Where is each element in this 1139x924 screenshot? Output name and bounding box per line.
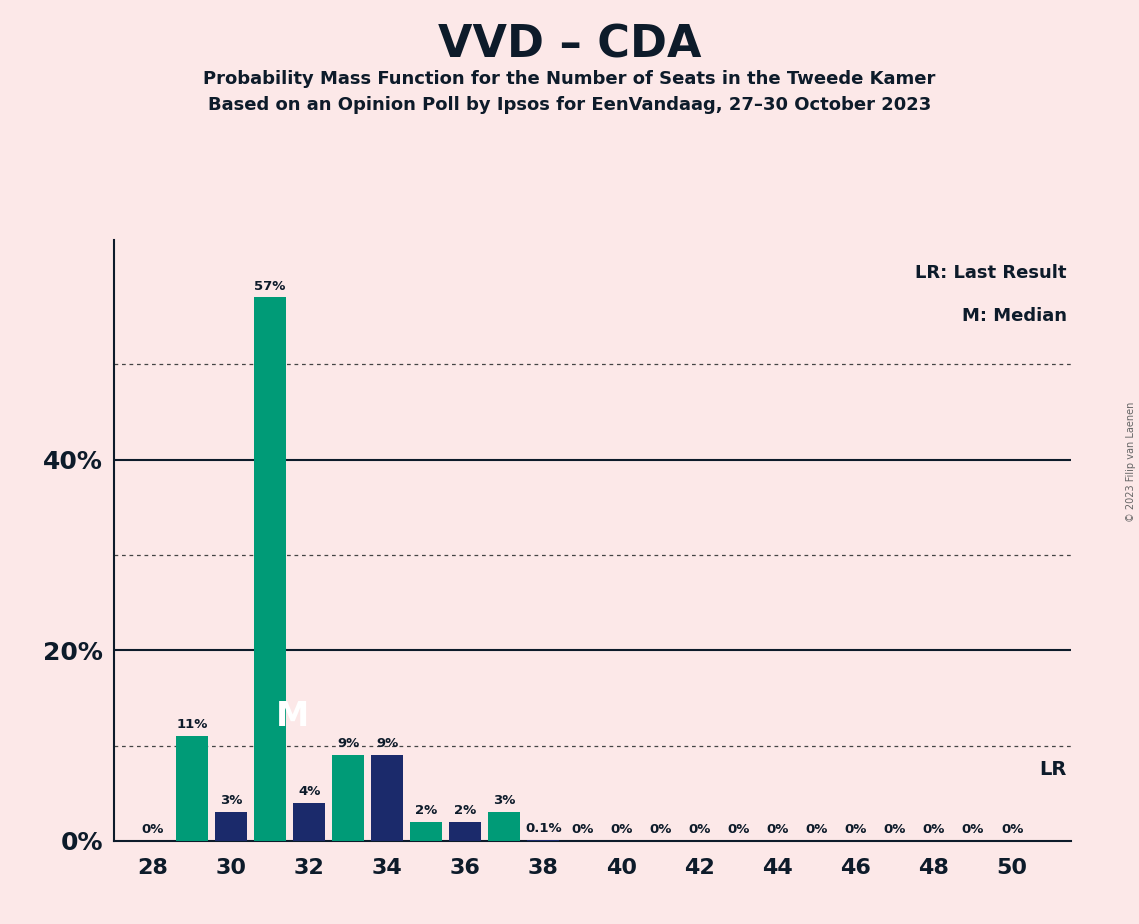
Text: 0%: 0%: [1001, 823, 1023, 836]
Text: M: M: [276, 700, 309, 734]
Text: 9%: 9%: [376, 737, 399, 750]
Bar: [333, 755, 364, 841]
Text: 0%: 0%: [572, 823, 593, 836]
Bar: [450, 821, 482, 841]
Text: © 2023 Filip van Laenen: © 2023 Filip van Laenen: [1126, 402, 1136, 522]
Text: 0%: 0%: [923, 823, 945, 836]
Text: 9%: 9%: [337, 737, 359, 750]
Bar: [177, 736, 208, 841]
Text: 0%: 0%: [805, 823, 828, 836]
Text: 0%: 0%: [845, 823, 867, 836]
Text: 0%: 0%: [961, 823, 984, 836]
Bar: [371, 755, 403, 841]
Text: 0.1%: 0.1%: [525, 822, 562, 835]
Text: 4%: 4%: [298, 785, 320, 798]
Bar: [215, 812, 247, 841]
Bar: [527, 840, 559, 841]
Text: 11%: 11%: [177, 718, 207, 731]
Bar: [410, 821, 442, 841]
Text: 3%: 3%: [220, 795, 243, 808]
Text: 57%: 57%: [254, 280, 286, 293]
Text: 0%: 0%: [611, 823, 633, 836]
Text: Based on an Opinion Poll by Ipsos for EenVandaag, 27–30 October 2023: Based on an Opinion Poll by Ipsos for Ee…: [208, 96, 931, 114]
Text: 0%: 0%: [884, 823, 907, 836]
Text: 0%: 0%: [649, 823, 672, 836]
Text: LR: LR: [1040, 760, 1067, 779]
Text: M: Median: M: Median: [961, 307, 1067, 325]
Text: 0%: 0%: [728, 823, 749, 836]
Text: 2%: 2%: [454, 804, 476, 817]
Bar: [254, 298, 286, 841]
Text: VVD – CDA: VVD – CDA: [437, 23, 702, 67]
Text: 2%: 2%: [416, 804, 437, 817]
Text: LR: Last Result: LR: Last Result: [916, 264, 1067, 282]
Bar: [489, 812, 521, 841]
Text: 0%: 0%: [141, 823, 164, 836]
Text: 0%: 0%: [688, 823, 711, 836]
Text: 3%: 3%: [493, 795, 516, 808]
Text: Probability Mass Function for the Number of Seats in the Tweede Kamer: Probability Mass Function for the Number…: [204, 70, 935, 88]
Bar: [293, 803, 325, 841]
Text: 0%: 0%: [767, 823, 789, 836]
